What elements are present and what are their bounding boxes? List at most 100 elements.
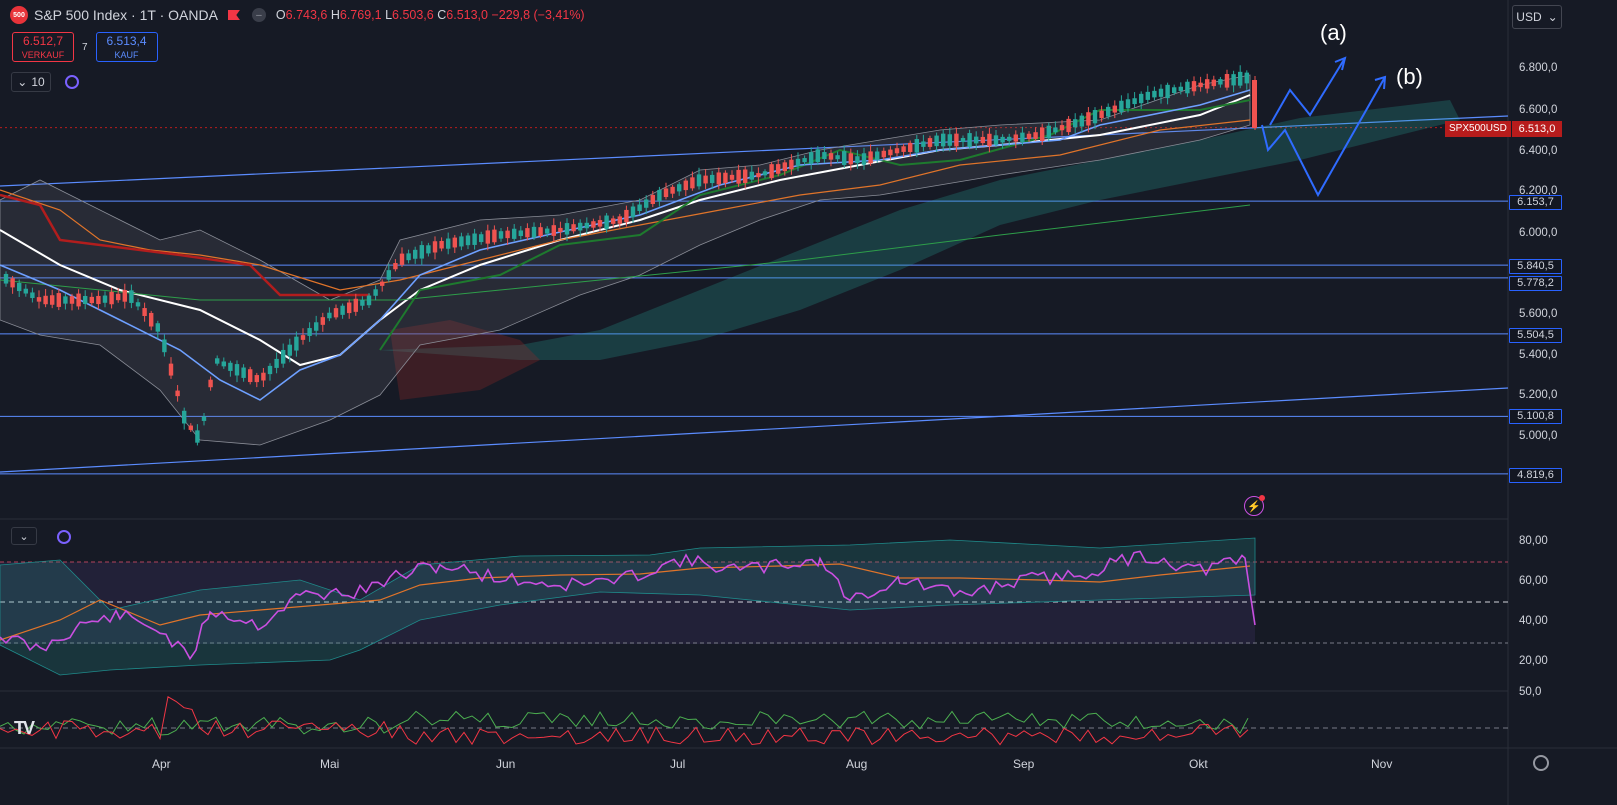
candle [1165,84,1170,99]
market-status-icon[interactable]: – [251,8,266,22]
chevron-down-icon: ⌄ [17,75,28,89]
candle [716,172,721,185]
candle [393,263,398,270]
price-tick: 6.400,0 [1519,145,1558,157]
price-tick: 6.800,0 [1519,62,1558,74]
candle [881,150,886,158]
candle [314,322,319,331]
level-label[interactable]: 6.153,7 [1509,195,1562,210]
candle [1073,119,1078,128]
candle [492,229,497,243]
candle [300,335,306,340]
candle [690,177,695,189]
candle [248,369,253,383]
candle [855,156,860,164]
candle [1059,125,1065,131]
candle [89,296,94,304]
candle [36,297,42,302]
candle [307,328,312,336]
flag-icon[interactable] [227,10,240,20]
candle [327,312,332,319]
candle [1106,106,1111,117]
indicators-toggle[interactable]: ⌄ 10 [11,72,51,92]
candle [1033,132,1038,139]
candle [1046,125,1051,139]
lightning-icon[interactable]: ⚡ [1244,495,1265,516]
level-label[interactable]: 5.504,5 [1509,328,1562,343]
candle [868,151,873,164]
wave-projection-a [1269,57,1346,126]
candle [1132,98,1137,105]
wave-projection-b [1261,76,1386,198]
candle [637,204,642,212]
candle [1152,90,1157,98]
candle [168,363,174,376]
candle [848,153,853,165]
candle [10,278,15,288]
candle [1026,133,1032,139]
tradingview-logo[interactable]: TV [14,718,35,738]
price-tick: 5.600,0 [1519,308,1558,320]
candle [386,270,391,280]
candle [617,216,622,224]
trade-panel: 6.512,7 VERKAUF 7 6.513,4 KAUF [12,32,158,62]
cloud-area [390,320,540,400]
candle [1125,99,1131,109]
candle [551,225,556,236]
sync-icon[interactable] [57,530,71,544]
level-label[interactable]: 5.778,2 [1509,276,1562,291]
candle [927,138,933,147]
candle [624,209,629,223]
spread-value: 7 [82,41,88,53]
month-label: Apr [152,757,171,771]
buy-button[interactable]: 6.513,4 KAUF [95,32,158,62]
candle [1158,88,1164,97]
candle [1244,72,1249,84]
candle [578,222,583,231]
candle [921,141,926,147]
candle [1119,100,1124,113]
currency-select[interactable]: USD ⌄ [1512,5,1562,29]
candle [399,253,405,265]
candle [149,312,154,327]
candle [861,153,867,165]
candle [320,317,325,325]
candle [1191,81,1197,92]
candle [419,245,424,259]
candle [828,153,834,160]
candle [795,158,801,166]
osc-tick: 50,0 [1519,686,1542,698]
candle [1099,110,1104,119]
candle [1178,86,1183,91]
candle [1007,136,1012,141]
candle [241,367,246,378]
candle [663,188,669,198]
level-label[interactable]: 4.819,6 [1509,468,1562,483]
pane-collapse-button[interactable]: ⌄ [11,527,37,545]
candle [888,149,893,156]
level-label[interactable]: 5.100,8 [1509,409,1562,424]
candle [1145,91,1150,100]
rsi-line [0,550,1256,661]
candle [591,221,596,228]
candle [558,227,563,232]
gear-icon[interactable] [1533,755,1549,771]
symbol-title[interactable]: S&P 500 Index · 1T · OANDA [34,7,218,23]
candle [696,174,702,187]
price-symbol-tag: SPX500USD [1445,121,1511,137]
candle [208,379,213,388]
candle [340,305,345,315]
sell-button[interactable]: 6.512,7 VERKAUF [12,32,74,62]
candle [545,228,550,234]
candle [875,151,880,160]
candle [465,235,471,246]
candle [1079,115,1084,127]
level-label[interactable]: 5.840,5 [1509,259,1562,274]
candle [366,295,372,306]
price-tick: 6.200,0 [1519,185,1558,197]
candle [960,137,966,143]
candle [782,162,787,172]
candle [1000,136,1005,143]
sync-icon[interactable] [65,75,79,89]
